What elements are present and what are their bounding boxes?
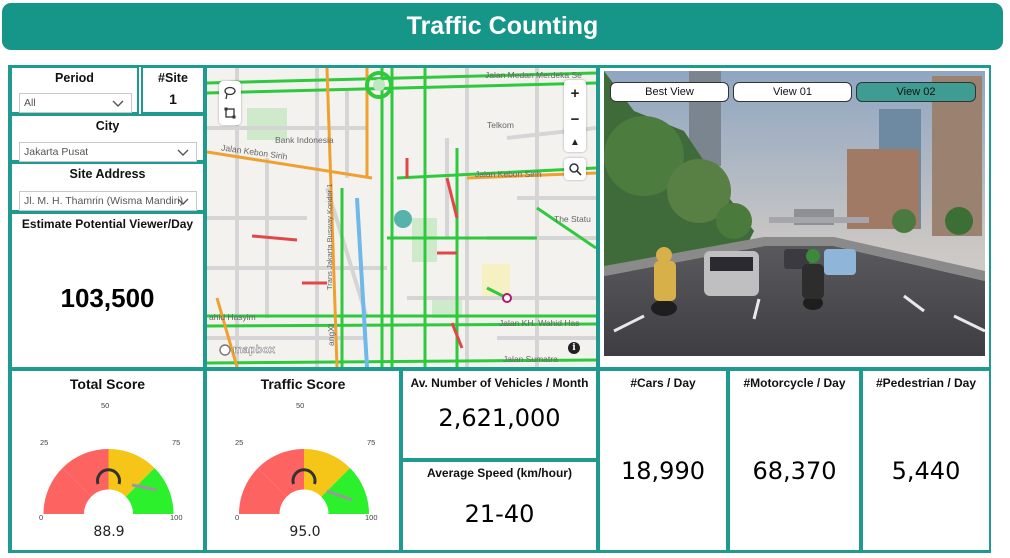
- site-address-filter: Site Address Jl. M. H. Thamrin (Wisma Ma…: [10, 162, 205, 212]
- site-count-label: #Site: [158, 71, 188, 85]
- avg-speed-value: 21-40: [464, 500, 535, 528]
- gauge-tick-label: 100: [365, 513, 378, 522]
- vehicles-month-value: 2,621,000: [438, 404, 561, 432]
- street-label: Jalan Medan Merdeka Se: [485, 70, 582, 80]
- total-score-gauge: [43, 448, 174, 514]
- motorcycle-value: 68,370: [752, 457, 837, 485]
- vehicles-month-label: Av. Number of Vehicles / Month: [410, 376, 589, 390]
- view-button-02[interactable]: View 02: [856, 82, 976, 102]
- mapbox-label: mapbox: [233, 344, 276, 356]
- rectangle-select-icon[interactable]: [223, 106, 237, 120]
- compass-button[interactable]: ▲: [570, 136, 580, 148]
- motorcycle-card: #Motorcycle / Day 68,370: [728, 369, 861, 552]
- traffic-map[interactable]: Jalan Medan Merdeka Se Bank Indonesia Te…: [205, 66, 598, 369]
- view-button-01[interactable]: View 01: [733, 82, 852, 102]
- avg-speed-label: Average Speed (km/hour): [427, 466, 572, 480]
- street-label: angXI: [326, 323, 336, 346]
- map-search-button[interactable]: [564, 158, 586, 180]
- total-score-title: Total Score: [69, 376, 146, 392]
- traffic-score-card: Traffic Score 0 25 50 75 100 95.0: [205, 369, 401, 552]
- mapbox-logo-icon: [219, 344, 231, 356]
- site-count-card: #Site 1: [141, 66, 205, 114]
- cars-label: #Cars / Day: [630, 376, 696, 390]
- map-roads: [207, 68, 596, 367]
- site-address-dropdown[interactable]: Jl. M. H. Thamrin (Wisma Mandiri): [19, 191, 197, 211]
- street-label: Trans Jakarta Busway Koridor 1: [325, 183, 334, 290]
- traffic-score-value: 95.0: [289, 524, 321, 540]
- traffic-score-gauge: [238, 448, 370, 514]
- viewer-label: Estimate Potential Viewer/Day: [21, 217, 194, 231]
- chevron-down-icon: [177, 149, 189, 156]
- gauge-tick-label: 50: [296, 401, 305, 410]
- pedestrian-value: 5,440: [891, 457, 961, 485]
- map-zoom-controls: + − ▲: [564, 80, 586, 152]
- gauge-tick-label: 0: [39, 513, 44, 522]
- zoom-out-button[interactable]: −: [570, 110, 580, 128]
- street-label: Jalan Sumatra: [503, 354, 558, 364]
- gauge-tick-label: 75: [367, 438, 376, 447]
- gauge-tick-label: 100: [170, 513, 183, 522]
- map-draw-toolbar: [219, 81, 241, 125]
- city-value: Jakarta Pusat: [24, 146, 89, 158]
- pedestrian-label: #Pedestrian / Day: [875, 376, 977, 390]
- period-filter: Period All: [10, 66, 139, 114]
- pedestrian-card: #Pedestrian / Day 5,440: [861, 369, 991, 552]
- gauge-tick-label: 25: [40, 438, 49, 447]
- site-address-value: Jl. M. H. Thamrin (Wisma Mandiri): [24, 195, 184, 207]
- cars-card: #Cars / Day 18,990: [598, 369, 728, 552]
- gauge-tick-label: 75: [172, 438, 181, 447]
- city-dropdown[interactable]: Jakarta Pusat: [19, 142, 197, 162]
- camera-panel: Best View View 01 View 02: [598, 66, 991, 369]
- street-label: Jalan Kebon Sirih: [475, 169, 542, 179]
- vehicles-month-card: Av. Number of Vehicles / Month 2,621,000: [401, 369, 598, 460]
- lasso-icon[interactable]: [223, 86, 237, 100]
- gauge-tick-label: 25: [235, 438, 244, 447]
- gauge-tick-label: 50: [101, 401, 110, 410]
- page-title: Traffic Counting: [2, 3, 1003, 50]
- chevron-down-icon: [177, 198, 189, 205]
- site-address-label: Site Address: [69, 167, 146, 181]
- period-label: Period: [55, 71, 94, 85]
- traffic-score-title: Traffic Score: [260, 376, 346, 392]
- street-label: Jalan KH. Wahid Has: [499, 318, 580, 328]
- search-icon: [569, 163, 582, 176]
- motorcycle-label: #Motorcycle / Day: [743, 376, 846, 390]
- total-score-card: Total Score 0 25 50 75 100 88.9: [10, 369, 205, 552]
- gauge-tick-label: 0: [235, 513, 240, 522]
- info-icon[interactable]: i: [568, 342, 580, 354]
- city-filter: City Jakarta Pusat: [10, 114, 205, 162]
- mapbox-attribution[interactable]: mapbox: [219, 344, 275, 356]
- zoom-in-button[interactable]: +: [570, 84, 580, 102]
- street-camera-photo: [604, 71, 985, 356]
- street-label: Telkom: [487, 120, 514, 130]
- street-label: ahid Hasyim: [209, 312, 256, 322]
- viewer-value: 103,500: [60, 283, 155, 313]
- avg-speed-card: Average Speed (km/hour) 21-40: [401, 460, 598, 552]
- cars-value: 18,990: [621, 457, 705, 485]
- street-label: The Statu: [554, 214, 591, 224]
- view-button-best[interactable]: Best View: [610, 82, 729, 102]
- period-dropdown[interactable]: All: [19, 93, 132, 113]
- period-value: All: [24, 97, 36, 109]
- chevron-down-icon: [112, 100, 124, 107]
- city-label: City: [95, 119, 120, 133]
- site-count-value: 1: [169, 91, 177, 107]
- viewer-card: Estimate Potential Viewer/Day 103,500: [10, 212, 205, 369]
- street-label: Bank Indonesia: [275, 135, 334, 145]
- total-score-value: 88.9: [93, 524, 125, 540]
